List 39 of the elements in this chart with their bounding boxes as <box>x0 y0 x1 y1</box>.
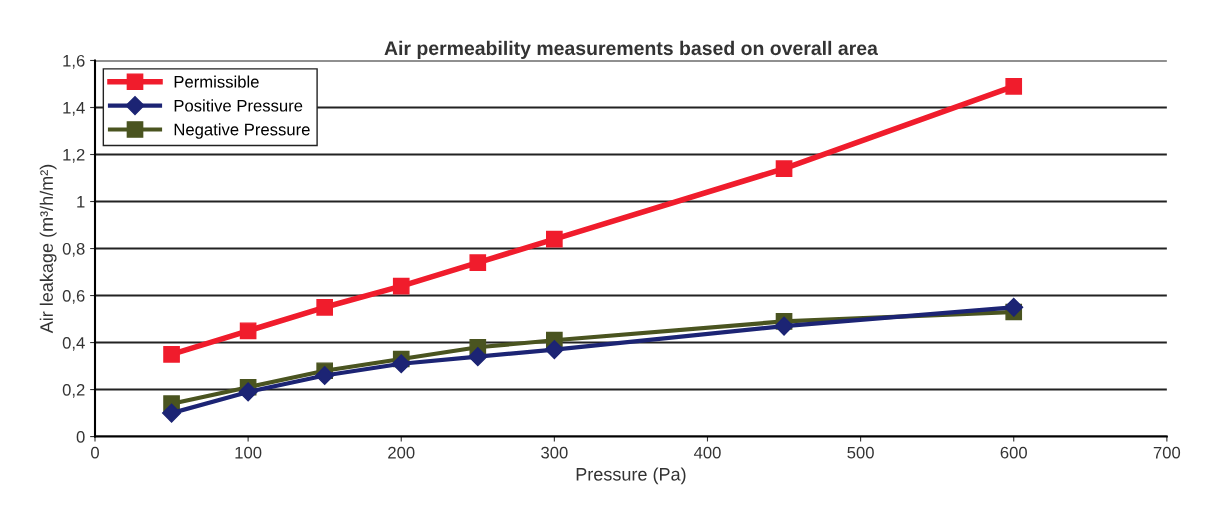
y-tick-label: 0,8 <box>62 242 85 257</box>
point <box>238 382 258 402</box>
point <box>316 298 334 316</box>
y-tick-label: 0 <box>76 430 85 443</box>
point <box>1005 78 1023 95</box>
legend-label: Negative Pressure <box>174 123 310 139</box>
point <box>469 254 487 271</box>
x-axis-title: Pressure (Pa) <box>576 467 686 485</box>
point <box>1004 297 1024 317</box>
chart-title: Air permeability measurements based on overall area <box>384 40 879 59</box>
x-tick-label: 600 <box>1000 446 1027 459</box>
y-tick-label: 1,6 <box>63 54 85 69</box>
point <box>391 354 411 374</box>
point <box>392 277 410 295</box>
legend-label: Permissible <box>174 75 259 88</box>
y-tick-label: 0,2 <box>62 383 85 398</box>
legend-label: Positive Pressure <box>174 99 303 112</box>
x-tick-label: 400 <box>693 446 721 459</box>
y-axis-title: Air leakage (m³/h/m²) <box>39 164 57 334</box>
x-tick-label: 0 <box>91 446 99 459</box>
point <box>315 365 335 385</box>
y-tick-label: 0,6 <box>62 289 85 304</box>
x-tick-label: 500 <box>847 446 874 459</box>
point <box>774 316 794 336</box>
point <box>546 230 563 248</box>
point <box>775 160 793 177</box>
y-tick-label: 1,4 <box>63 102 85 116</box>
point <box>468 347 488 367</box>
x-tick-label: 200 <box>388 446 415 459</box>
point <box>239 322 257 340</box>
y-tick-label: 1,2 <box>63 148 85 163</box>
y-tick-label: 0,4 <box>62 336 85 351</box>
y-tick-label: 1 <box>77 196 85 208</box>
x-tick-label: 100 <box>235 446 262 459</box>
point <box>544 340 564 360</box>
x-tick-label: 700 <box>1153 446 1181 459</box>
point <box>163 345 180 363</box>
point <box>162 403 182 423</box>
x-tick-label: 300 <box>541 446 568 459</box>
